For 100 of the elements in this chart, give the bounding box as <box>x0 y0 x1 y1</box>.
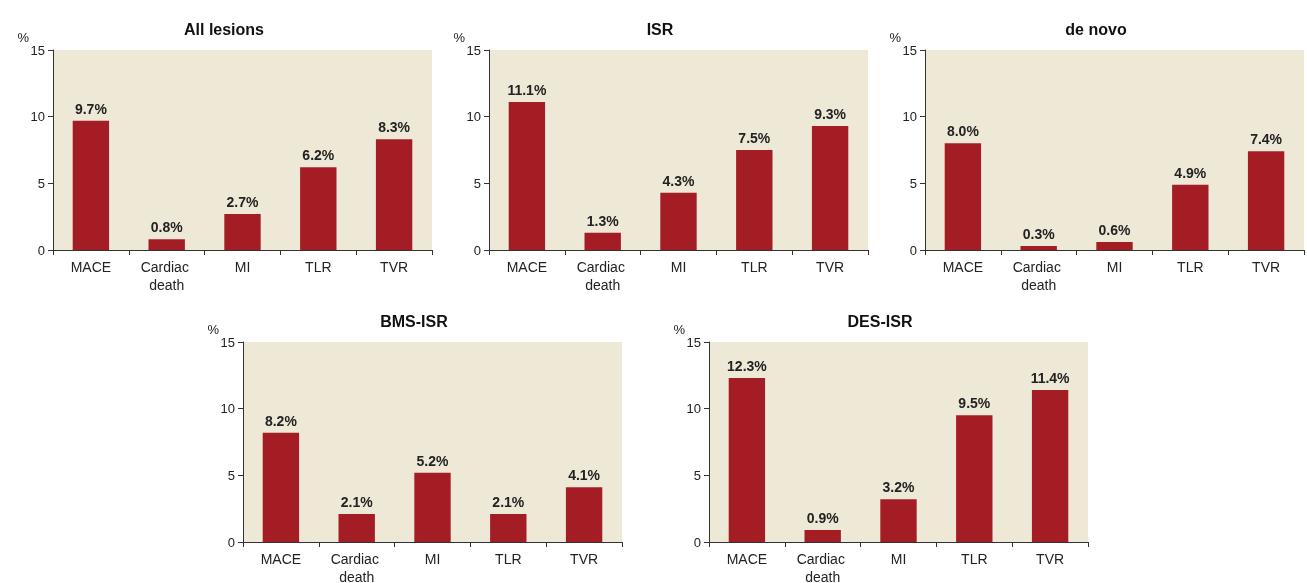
data-label: 2.1% <box>492 494 525 510</box>
bar <box>490 514 527 542</box>
data-label: 3.2% <box>882 479 915 496</box>
x-tick-label: TVR <box>1252 259 1281 275</box>
chart-title: ISR <box>646 20 674 38</box>
data-label: 4.1% <box>568 467 601 484</box>
x-tick-label: Cardiac death <box>330 551 383 583</box>
data-label: 7.5% <box>738 130 771 146</box>
bar <box>338 514 375 542</box>
data-label: 8.0% <box>946 123 980 140</box>
data-label: 6.2% <box>302 147 335 164</box>
x-tick-label: TLR <box>1177 259 1204 275</box>
x-tick-label: TVR <box>570 551 599 567</box>
bar <box>1096 242 1133 250</box>
y-tick-label: 5 <box>473 175 481 191</box>
x-tick-label: MI <box>670 259 687 275</box>
bar <box>1031 390 1069 542</box>
bar <box>565 487 603 542</box>
y-tick-label: 15 <box>686 334 701 350</box>
y-tick-label: 10 <box>686 401 701 417</box>
data-label: 9.3% <box>814 106 847 122</box>
y-axis-title: % <box>673 321 686 337</box>
bar <box>375 139 413 250</box>
data-label: 12.3% <box>727 358 768 374</box>
y-tick-label: 15 <box>466 42 481 58</box>
bar <box>1020 246 1057 250</box>
x-tick-label: MACE <box>506 259 548 275</box>
chart-title: de novo <box>1065 20 1127 38</box>
data-label: 2.1% <box>340 494 374 510</box>
data-label: 2.7% <box>226 194 259 210</box>
y-tick-label: 0 <box>909 242 917 258</box>
y-tick-label: 0 <box>227 534 235 550</box>
y-tick-label: 10 <box>466 109 481 125</box>
data-label: 5.2% <box>416 452 449 469</box>
y-axis-title: % <box>453 29 466 45</box>
y-tick-label: 5 <box>909 175 917 191</box>
chart-title: DES-ISR <box>847 312 913 330</box>
data-label: 9.5% <box>958 395 991 412</box>
y-tick-label: 5 <box>693 467 701 483</box>
bar <box>72 120 110 250</box>
y-axis-title: % <box>17 29 30 45</box>
x-tick-label: TVR <box>380 259 409 275</box>
data-label: 11.4% <box>1030 370 1071 386</box>
x-tick-label: Cardiac death <box>1012 259 1065 293</box>
x-tick-label: MACE <box>942 259 984 275</box>
x-tick-label: Cardiac death <box>140 259 193 293</box>
data-label: 4.9% <box>1174 164 1207 181</box>
x-tick-label: MI <box>1106 259 1123 275</box>
data-label: 8.2% <box>264 412 298 429</box>
bar <box>262 432 300 542</box>
bar <box>804 530 841 542</box>
y-axis-title: % <box>207 321 220 337</box>
x-tick-label: TLR <box>961 551 988 567</box>
bar <box>660 192 697 250</box>
y-tick-label: 0 <box>473 242 481 258</box>
x-tick-label: MACE <box>260 551 302 567</box>
x-tick-label: TLR <box>495 551 522 567</box>
y-tick-label: 15 <box>30 42 45 58</box>
data-label: 9.7% <box>74 100 108 117</box>
bar <box>728 378 766 542</box>
bar <box>148 239 185 250</box>
data-label: 8.3% <box>378 119 411 136</box>
bar <box>811 126 849 250</box>
bar <box>584 232 621 250</box>
bar <box>736 150 773 250</box>
x-tick-label: MACE <box>726 551 768 567</box>
x-tick-label: MI <box>890 551 907 567</box>
bar <box>1247 151 1285 250</box>
x-tick-label: MI <box>424 551 441 567</box>
y-axis-title: % <box>889 29 902 45</box>
y-tick-label: 10 <box>220 401 235 417</box>
data-label: 4.3% <box>662 172 695 189</box>
x-tick-label: MACE <box>70 259 112 275</box>
data-label: 1.3% <box>586 212 620 229</box>
x-tick-label: Cardiac death <box>796 551 849 583</box>
data-label: 11.1% <box>507 82 547 98</box>
y-tick-label: 10 <box>902 109 917 125</box>
bar <box>508 102 546 250</box>
bar <box>944 143 982 250</box>
y-tick-label: 5 <box>227 467 235 483</box>
y-tick-label: 15 <box>902 42 917 58</box>
x-tick-label: Cardiac death <box>576 259 629 293</box>
x-tick-label: TLR <box>741 259 768 275</box>
data-label: 7.4% <box>1250 131 1283 148</box>
x-tick-label: MI <box>234 259 251 275</box>
x-tick-label: TVR <box>816 259 845 275</box>
y-tick-label: 15 <box>220 334 235 350</box>
bar <box>224 214 261 250</box>
chart-title: All lesions <box>183 20 265 38</box>
chart-title: BMS-ISR <box>380 312 449 330</box>
y-tick-label: 10 <box>30 109 45 125</box>
y-tick-label: 5 <box>37 175 45 191</box>
data-label: 0.6% <box>1098 222 1131 238</box>
data-label: 0.8% <box>150 219 184 236</box>
data-label: 0.9% <box>806 510 840 526</box>
x-tick-label: TLR <box>305 259 332 275</box>
x-tick-label: TVR <box>1036 551 1065 567</box>
bar <box>414 472 451 542</box>
y-tick-label: 0 <box>37 242 45 258</box>
y-tick-label: 0 <box>693 534 701 550</box>
